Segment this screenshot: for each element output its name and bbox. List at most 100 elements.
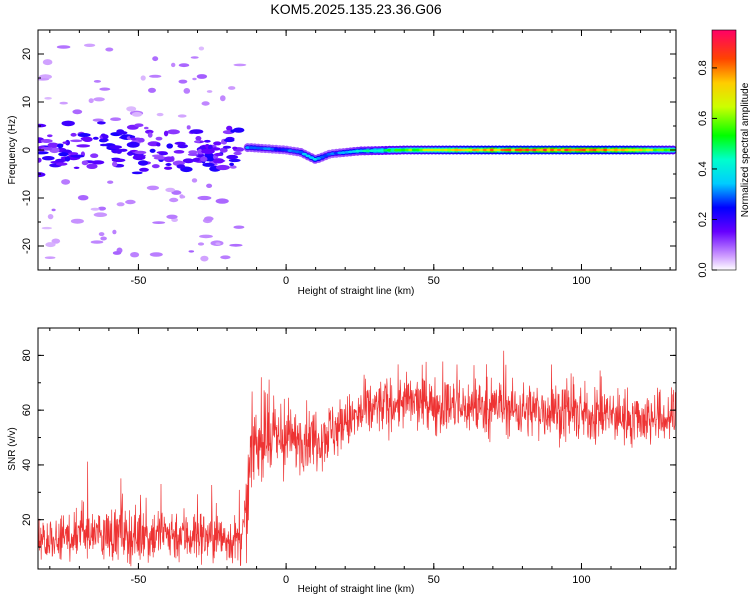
spectral-blob xyxy=(165,163,172,166)
colorbar-tick-label: 0.4 xyxy=(697,161,709,176)
spectral-blob xyxy=(110,117,122,121)
y-tick-label: 60 xyxy=(21,404,33,416)
x-tick-label: -50 xyxy=(130,275,146,287)
spectral-blob xyxy=(215,242,221,246)
x-tick-label: 50 xyxy=(428,574,440,586)
spectral-blob xyxy=(100,138,109,142)
spectral-blob xyxy=(44,97,52,100)
spectral-blob xyxy=(51,238,61,244)
band-core xyxy=(510,148,517,152)
y-tick-label: 20 xyxy=(21,48,33,60)
band-core xyxy=(613,148,619,152)
spectral-blob xyxy=(126,141,140,148)
spectral-blob xyxy=(112,229,117,235)
band-core xyxy=(620,148,627,152)
spectral-blob xyxy=(58,152,69,157)
y-tick-label: 20 xyxy=(21,514,33,526)
colorbar-tick-label: 0.6 xyxy=(697,111,709,126)
band-core xyxy=(493,148,499,152)
spectral-blob xyxy=(92,118,104,122)
spectral-blob xyxy=(173,150,185,154)
spectral-blob xyxy=(42,156,55,161)
spectral-blob xyxy=(130,252,140,258)
band-core xyxy=(429,148,435,152)
band-core xyxy=(422,148,428,152)
band-core xyxy=(606,148,612,152)
x-tick-label: -50 xyxy=(130,574,146,586)
spectral-blob xyxy=(182,158,194,164)
spectral-blob xyxy=(65,139,70,146)
spectral-blob xyxy=(119,148,128,152)
spectral-blob xyxy=(148,87,156,93)
x-tick-label: 50 xyxy=(428,275,440,287)
spectral-blob xyxy=(100,236,107,241)
spectral-blob xyxy=(167,129,180,135)
spectral-blob xyxy=(76,144,91,148)
spectral-blob xyxy=(149,148,156,153)
spectral-blob xyxy=(47,134,53,138)
band-core xyxy=(358,149,364,153)
spectral-blob xyxy=(219,147,228,153)
spectral-blob xyxy=(134,150,147,155)
spectral-blob xyxy=(97,121,106,125)
spectral-blob xyxy=(134,123,144,127)
y-tick-label: 40 xyxy=(21,459,33,471)
spectral-blob xyxy=(192,77,197,81)
band-core xyxy=(461,148,467,152)
spectral-blob xyxy=(45,242,56,248)
spectral-blob xyxy=(44,256,56,260)
spectral-blob xyxy=(93,97,105,102)
spectral-blob xyxy=(55,162,68,166)
spectral-blob xyxy=(177,144,188,149)
spectral-blob xyxy=(171,190,182,195)
spectral-blob xyxy=(174,141,186,145)
spectral-blob xyxy=(229,243,243,247)
spectral-blob xyxy=(163,156,174,163)
spectral-blob xyxy=(111,158,126,163)
band-core xyxy=(542,148,549,152)
band-core xyxy=(549,148,556,152)
spectral-blob xyxy=(179,194,184,199)
spectral-blob xyxy=(200,255,209,262)
colorbar-label: Normalized spectral amplitude xyxy=(740,82,750,217)
spectral-blob xyxy=(90,207,100,211)
spectral-blob xyxy=(57,143,64,149)
spectral-blob xyxy=(176,164,186,169)
spectral-blob xyxy=(197,242,205,246)
y-tick-label: 10 xyxy=(21,96,33,108)
spectral-blob xyxy=(140,75,146,81)
spectral-blob xyxy=(77,195,89,201)
spectral-blob xyxy=(206,183,213,188)
spectral-blob xyxy=(188,250,195,253)
band-core xyxy=(245,146,251,150)
spectral-blob xyxy=(164,166,173,170)
spectral-blob xyxy=(177,114,187,118)
spectral-blob xyxy=(211,147,221,151)
band-core xyxy=(532,148,538,152)
snr-series-line xyxy=(38,350,676,567)
spectral-blob xyxy=(213,141,222,146)
spectral-blob xyxy=(228,86,236,90)
spectral-blob xyxy=(64,156,71,162)
band-core xyxy=(298,151,304,154)
y-tick-label: 80 xyxy=(21,349,33,361)
spectral-blob xyxy=(137,160,149,166)
spectral-blob xyxy=(220,95,226,102)
spectral-blob xyxy=(230,129,236,133)
snr-panel: -50 0 50 100 20 40 60 80 Height of straight lin… xyxy=(7,327,677,595)
x-tick-label: 100 xyxy=(572,574,590,586)
spectral-blob xyxy=(100,133,106,137)
spectrogram-x-label: Height of straight line (km) xyxy=(298,286,415,297)
spectral-blob xyxy=(202,162,215,167)
spectral-blob xyxy=(73,166,80,169)
spectral-blob xyxy=(229,162,235,166)
colorbar-tick-label: 0.0 xyxy=(697,262,709,277)
spectral-blob xyxy=(233,63,247,67)
spectral-blob xyxy=(215,198,229,204)
colorbar-ticks: 0.0 0.2 0.4 0.6 0.8 xyxy=(697,60,717,278)
spectral-blob xyxy=(38,172,46,178)
spectral-blob xyxy=(194,157,200,162)
spectral-blob xyxy=(201,148,215,154)
band-core xyxy=(468,148,474,152)
band-core xyxy=(301,152,307,156)
